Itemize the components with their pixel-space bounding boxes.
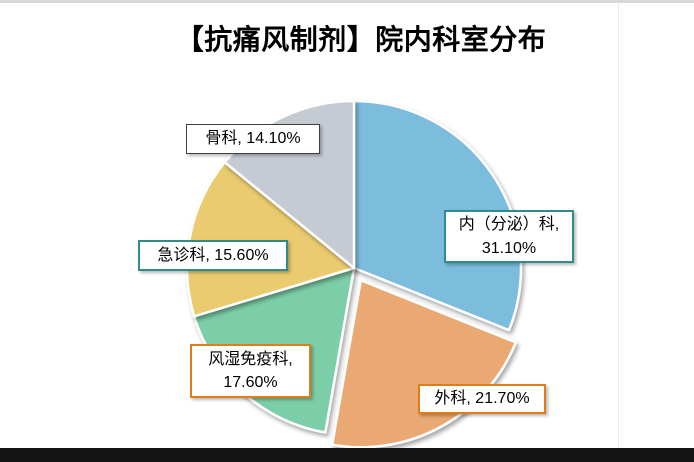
pie-label-internal-endocrinology[interactable]: 内（分泌）科, 31.10% — [444, 210, 574, 263]
right-edge-line — [618, 3, 619, 448]
label-value: 17.60% — [223, 374, 278, 391]
pie-label-rheumatology-immunology[interactable]: 风湿免疫科, 17.60% — [190, 344, 311, 398]
top-border-strip — [0, 0, 694, 3]
bottom-black-bar — [0, 448, 694, 462]
chart-title: 【抗痛风制剂】院内科室分布 — [175, 24, 547, 55]
pie-slice-internal-endocrinology[interactable] — [352, 99, 523, 332]
label-category: 风湿免疫科, — [208, 350, 293, 368]
pie-label-surgery[interactable]: 外科, 21.70% — [418, 384, 546, 414]
pie-slice-emergency[interactable] — [185, 161, 356, 318]
label-value: 31.10% — [481, 239, 537, 257]
label-category: 内（分泌）科, — [458, 216, 560, 234]
label-text: 急诊科, 15.60% — [157, 246, 269, 264]
label-text: 外科, 21.70% — [434, 390, 530, 408]
label-text: 骨科, 14.10% — [205, 130, 301, 148]
pie-label-emergency[interactable]: 急诊科, 15.60% — [138, 240, 288, 271]
pie-label-orthopedics[interactable]: 骨科, 14.10% — [186, 124, 320, 154]
